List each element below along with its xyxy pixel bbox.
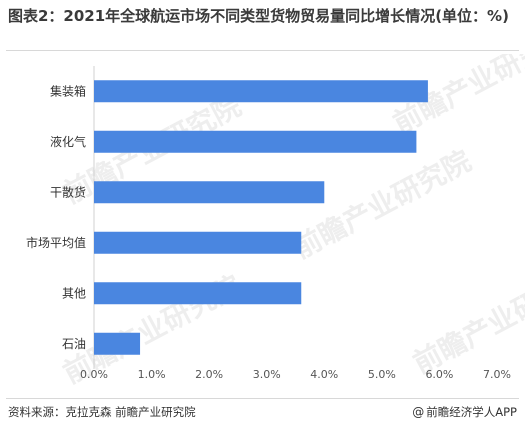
title-divider xyxy=(6,50,519,51)
category-label: 集装箱 xyxy=(50,83,86,98)
bar xyxy=(94,130,417,153)
bar-chart: 前瞻产业研究院前瞻产业研究院前瞻产业研究院前瞻产业研究院前瞻产业研究院0.0%1… xyxy=(0,54,525,394)
bar xyxy=(94,80,428,103)
bar xyxy=(94,282,302,305)
category-label: 石油 xyxy=(62,337,86,351)
bar xyxy=(94,181,325,204)
source-note: 资料来源：克拉克森 前瞻产业研究院 xyxy=(8,405,196,419)
category-label: 市场平均值 xyxy=(26,235,86,250)
x-tick-label: 6.0% xyxy=(425,368,453,381)
x-tick-label: 3.0% xyxy=(253,368,281,381)
x-tick-label: 7.0% xyxy=(483,368,511,381)
watermark-text: 前瞻产业研究院 xyxy=(288,144,477,265)
footer: 资料来源：克拉克森 前瞻产业研究院 @ 前瞻经济学人APP xyxy=(6,398,519,425)
brand-name: 前瞻经济学人APP xyxy=(426,405,517,419)
bar xyxy=(94,332,141,355)
category-label: 液化气 xyxy=(50,134,86,149)
attribution-icon: @ xyxy=(412,405,425,419)
chart-title: 图表2：2021年全球航运市场不同类型货物贸易量同比增长情况(单位：%) xyxy=(8,7,509,25)
x-tick-label: 1.0% xyxy=(138,368,166,381)
x-tick-label: 0.0% xyxy=(80,368,108,381)
bar-chart-svg: 前瞻产业研究院前瞻产业研究院前瞻产业研究院前瞻产业研究院前瞻产业研究院0.0%1… xyxy=(26,54,525,390)
brand-credit: @ 前瞻经济学人APP xyxy=(412,404,517,420)
x-tick-label: 4.0% xyxy=(310,368,338,381)
category-label: 干散货 xyxy=(50,184,86,199)
category-label: 其他 xyxy=(62,286,86,300)
watermark-text: 前瞻产业研究院 xyxy=(408,259,525,380)
bar xyxy=(94,231,302,254)
x-tick-label: 5.0% xyxy=(368,368,396,381)
x-tick-label: 2.0% xyxy=(195,368,223,381)
